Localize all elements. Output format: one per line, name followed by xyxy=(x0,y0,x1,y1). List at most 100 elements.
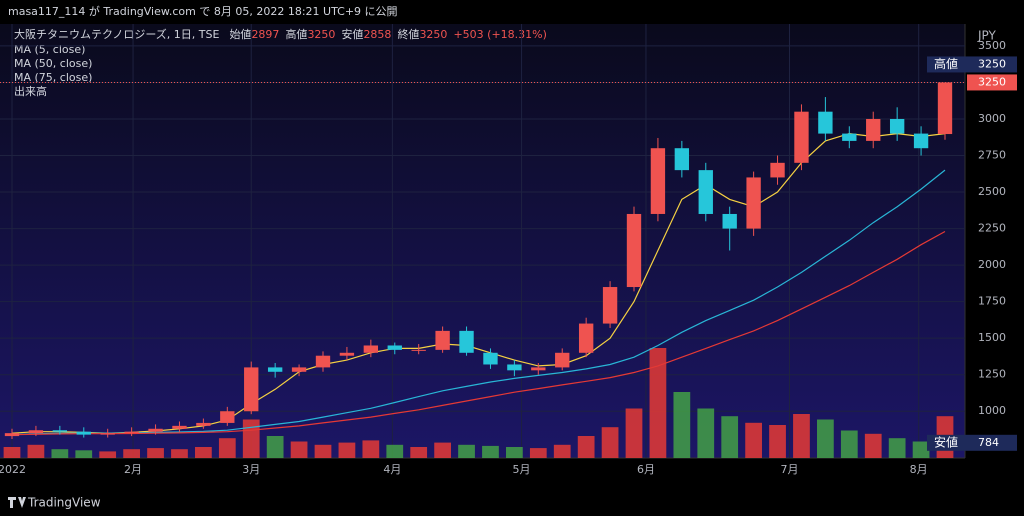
candle-body xyxy=(387,345,402,350)
y-tick-label: 2500 xyxy=(978,185,1006,198)
price-tag-name: 安値 xyxy=(934,434,958,449)
last-price-tag xyxy=(967,74,1017,91)
publisher: masa117_114 が TradingView.com で 8月 05, 2… xyxy=(8,4,398,18)
price-tag-box xyxy=(927,434,1017,451)
volume-bar xyxy=(266,436,284,458)
volume-bar xyxy=(721,416,739,458)
volume-bar xyxy=(673,392,691,458)
candle-body xyxy=(842,133,857,141)
candle-body xyxy=(531,367,546,371)
candle-body xyxy=(626,213,642,288)
volume-bar xyxy=(123,449,140,458)
candle-body xyxy=(722,213,737,229)
volume-bar xyxy=(386,444,404,458)
candle-body xyxy=(124,431,139,434)
x-tick-label: 2月 xyxy=(124,463,142,476)
candle-body xyxy=(889,118,905,134)
currency: JPY xyxy=(977,29,997,43)
legend-text: 2858 xyxy=(363,28,391,41)
ma-legend: MA (5, close) xyxy=(14,43,85,56)
volume-bar xyxy=(697,408,715,458)
volume-bar xyxy=(793,414,810,458)
volume-bar xyxy=(458,444,475,458)
candle-body xyxy=(555,352,570,368)
x-tick-label: 7月 xyxy=(781,463,799,476)
price-tag-name: 高値 xyxy=(934,56,958,71)
x-tick-label: 8月 xyxy=(910,463,928,476)
volume-bar xyxy=(338,442,356,458)
legend-text: 3250 xyxy=(419,28,447,41)
candle-body xyxy=(148,428,163,432)
symbol-line: 大阪チタニウムテクノロジーズ, 1日, TSE 始値2897 高値3250 安値285… xyxy=(14,27,547,41)
volume-bar xyxy=(506,447,523,458)
candle-body xyxy=(244,367,259,412)
y-tick-label: 2250 xyxy=(978,222,1006,235)
volume-bar xyxy=(75,450,93,458)
volume-bar xyxy=(3,447,21,458)
x-tick-label: 2022 xyxy=(0,463,26,476)
ma-legend: MA (50, close) xyxy=(14,57,92,70)
candle-body xyxy=(698,170,713,214)
volume-bar xyxy=(625,408,643,458)
volume-bar xyxy=(171,449,188,458)
ma-line xyxy=(11,230,946,436)
volume-bar xyxy=(147,448,164,458)
candle-body xyxy=(937,82,953,135)
volume-bar xyxy=(482,445,499,458)
ma-line xyxy=(11,132,946,434)
volume-legend: 出来高 xyxy=(14,84,47,98)
y-tick-label: 1000 xyxy=(978,404,1006,417)
x-tick-label: 4月 xyxy=(383,463,401,476)
y-tick-label: 2750 xyxy=(978,149,1006,162)
candle-body xyxy=(172,425,187,429)
candle-body xyxy=(794,111,809,163)
volume-bar xyxy=(529,448,547,458)
volume-bar xyxy=(912,441,930,458)
volume-bar xyxy=(362,440,380,458)
volume-bar xyxy=(745,422,762,458)
legend-text: 大阪チタニウムテクノロジーズ, 1日, TSE xyxy=(14,27,219,41)
volume-bar xyxy=(649,348,667,458)
volume-bar xyxy=(577,436,595,458)
brand: TradingView xyxy=(27,496,101,510)
volume-bar xyxy=(434,442,451,458)
legend-text: 高値 xyxy=(285,27,307,41)
volume-bar xyxy=(888,438,906,458)
y-tick-label: 3000 xyxy=(978,112,1006,125)
volume-bar xyxy=(410,447,428,458)
x-tick-label: 5月 xyxy=(513,463,531,476)
candle-body xyxy=(459,330,474,353)
volume-bar xyxy=(27,444,45,458)
candle-body xyxy=(435,330,450,350)
candle-body xyxy=(196,422,211,426)
ma-legend: MA (75, close) xyxy=(14,71,92,84)
candle-body xyxy=(76,431,91,435)
volume-bar xyxy=(314,444,332,458)
candle-body xyxy=(866,118,881,141)
price-tag-value: 784 xyxy=(978,436,999,449)
candle-body xyxy=(602,287,618,324)
legend-text: 終値 xyxy=(397,27,419,41)
legend-text: 3250 xyxy=(307,28,335,41)
volume-bar xyxy=(840,430,858,458)
candle-body xyxy=(267,367,283,372)
volume-bar xyxy=(99,451,117,458)
candle-body xyxy=(4,433,20,437)
volume-bar xyxy=(817,419,834,458)
ma-line xyxy=(11,169,946,436)
candle-body xyxy=(578,323,594,353)
volume-bar xyxy=(553,444,571,458)
candle-body xyxy=(339,352,355,356)
candle-body xyxy=(746,177,761,229)
y-tick-label: 1750 xyxy=(978,295,1006,308)
volume-bar xyxy=(51,449,69,458)
price-tag-value: 3250 xyxy=(978,57,1006,70)
price-tag-box xyxy=(927,56,1017,73)
x-tick-label: 6月 xyxy=(637,463,655,476)
candle-body xyxy=(913,133,929,149)
volume-bar xyxy=(195,447,212,458)
legend: 大阪チタニウムテクノロジーズ, 1日, TSE 始値2897 高値3250 安値285… xyxy=(14,27,547,98)
plot-area xyxy=(0,24,965,458)
candle-body xyxy=(28,430,44,434)
